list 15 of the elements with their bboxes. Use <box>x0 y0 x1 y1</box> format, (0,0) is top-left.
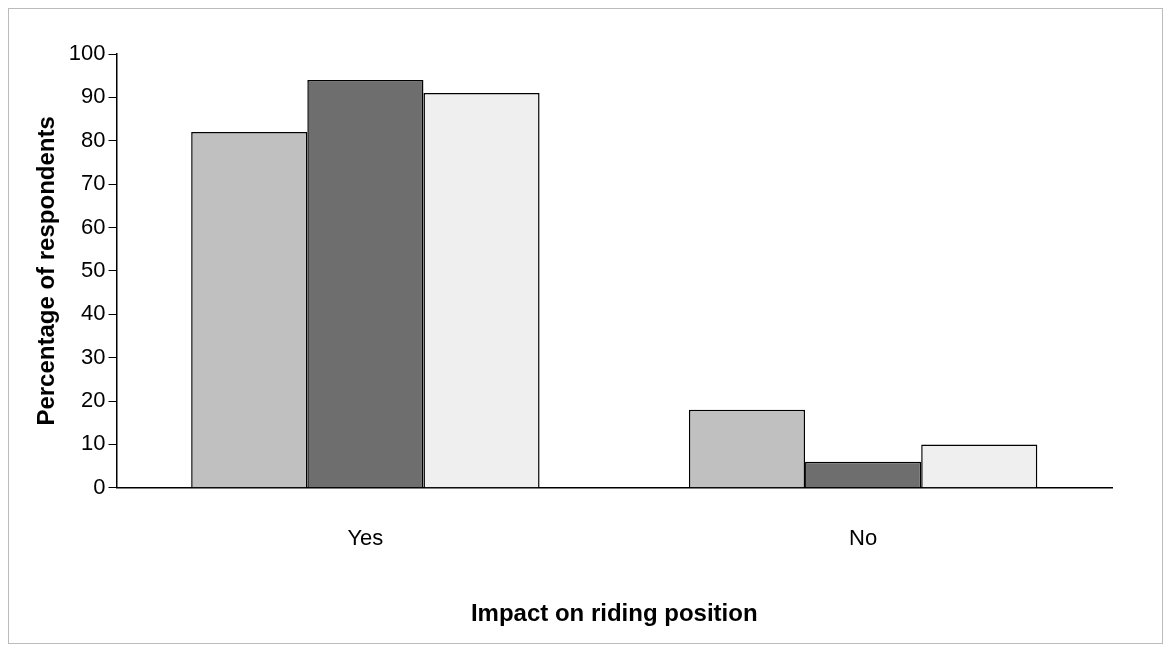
y-tick-label: 90 <box>81 83 106 109</box>
x-tick-label: Yes <box>347 525 384 551</box>
x-tick-label: No <box>849 525 878 551</box>
y-tick-label: 70 <box>81 170 106 196</box>
y-tick-label: 40 <box>81 300 106 326</box>
y-tick-label: 80 <box>81 126 106 152</box>
y-tick-label: 0 <box>93 473 106 499</box>
y-tick-label: 20 <box>81 387 106 413</box>
y-tick-label: 100 <box>68 40 106 66</box>
y-tick-label: 60 <box>81 213 106 239</box>
y-tick-label: 50 <box>81 256 106 282</box>
y-axis-title: Percentage of respondents <box>32 116 60 426</box>
y-tick-label: 10 <box>81 430 106 456</box>
x-axis-title: Impact on riding position <box>470 599 758 627</box>
y-tick-label: 30 <box>81 343 106 369</box>
